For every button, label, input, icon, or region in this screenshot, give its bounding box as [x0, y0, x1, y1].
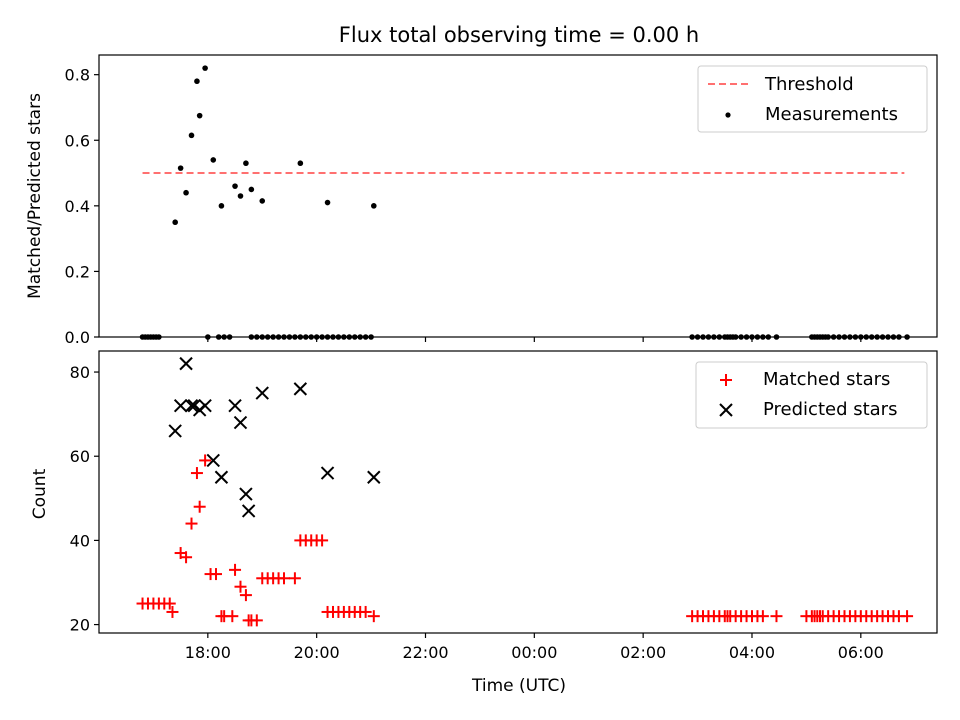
count-legend-box	[695, 361, 928, 429]
measurements-point	[370, 203, 377, 209]
threshold-legend-label: Threshold	[764, 74, 854, 95]
matched-stars-point	[180, 551, 193, 564]
count-x-tick-label: 18:00	[185, 643, 231, 662]
predicted-stars-point	[198, 399, 212, 413]
matched-stars-point	[209, 568, 222, 581]
count-x-tick-label: 06:00	[838, 643, 884, 662]
count-panel: 20 40 60 80 18:00 20:00 22:00 00:00 02:00 04:00 06…	[30, 350, 938, 696]
matched-stars-point	[199, 454, 212, 467]
count-y-axis-label: Count	[30, 468, 50, 519]
matched-stars-point	[193, 500, 206, 513]
measurements-point	[259, 198, 266, 204]
matched-stars-point	[166, 605, 179, 618]
ratio-y-tick-label: 0.8	[65, 66, 90, 85]
measurements-point	[218, 203, 225, 209]
count-x-tick-label: 22:00	[402, 643, 448, 662]
measurements-point	[183, 189, 189, 196]
count-marks	[136, 356, 914, 627]
predicted-stars-point	[228, 399, 242, 413]
measurements-point	[210, 157, 217, 163]
measurements-point	[237, 193, 244, 199]
predicted-stars-point	[214, 470, 229, 484]
predicted-stars-point	[241, 504, 256, 518]
count-legend: Matched stars Predicted stars	[695, 361, 928, 429]
count-y-tick-label: 60	[70, 447, 90, 466]
predicted-legend-swatch	[719, 403, 733, 417]
measurements-point	[177, 165, 184, 171]
ratio-y-tick-label: 0.2	[65, 262, 90, 281]
predicted-stars-point	[239, 487, 253, 501]
ratio-y-tick-label: 0.6	[65, 131, 90, 150]
ratio-panel: 0.00.20.40.60.8 Matched/Predicted stars …	[25, 54, 938, 347]
matched-stars-point	[239, 589, 252, 602]
predicted-stars-point	[173, 399, 188, 413]
predicted-stars-point	[184, 399, 199, 413]
matched-stars-point	[288, 572, 301, 585]
predicted-stars-point	[168, 424, 182, 438]
predicted-stars-point	[293, 382, 308, 396]
count-x-tick-label: 00:00	[511, 643, 557, 662]
measurements-point	[196, 112, 203, 119]
ratio-legend: Threshold Measurements	[697, 65, 928, 133]
count-x-tick-label: 20:00	[294, 643, 340, 662]
measurements-legend-label: Measurements	[765, 104, 898, 125]
matched-stars-point	[367, 610, 380, 623]
ratio-y-tick-label: 0.0	[65, 328, 90, 347]
predicted-stars-point	[233, 415, 248, 430]
measurements-point	[172, 219, 178, 226]
predicted-stars-point	[255, 386, 269, 400]
count-y-tick-label: 40	[70, 531, 90, 550]
measurements-point	[248, 186, 255, 193]
matched-stars-point	[278, 572, 291, 585]
measurements-legend-swatch	[725, 112, 731, 118]
matched-stars-point	[316, 534, 329, 547]
matched-stars-point	[770, 610, 783, 623]
matched-stars-point	[359, 605, 372, 618]
matched-legend-label: Matched stars	[763, 369, 890, 390]
matched-stars-point	[185, 517, 198, 530]
measurements-point	[202, 65, 208, 71]
count-plot-area: 20 40 60 80 18:00 20:00 22:00 00:00 02:00 04:00 06…	[70, 356, 914, 662]
count-x-tick-label: 02:00	[620, 643, 666, 662]
predicted-stars-point	[367, 470, 381, 484]
predicted-stars-point	[320, 466, 335, 480]
ratio-legend-box	[697, 65, 928, 133]
predicted-stars-point	[206, 453, 220, 468]
measurements-point	[243, 160, 249, 167]
matched-stars-point	[226, 610, 239, 623]
matched-stars-point	[756, 610, 769, 623]
measurements-point	[194, 78, 200, 85]
ratio-plot-frame	[98, 54, 938, 338]
matched-stars-point	[163, 597, 176, 610]
count-plot-frame	[98, 350, 938, 634]
matched-legend-swatch	[720, 374, 732, 386]
ratio-y-tick-label: 0.4	[65, 197, 90, 216]
x-axis-label: Time (UTC)	[471, 676, 566, 696]
predicted-stars-point	[179, 356, 193, 371]
count-x-tick-label: 04:00	[729, 643, 775, 662]
matched-stars-point	[901, 610, 914, 623]
matched-stars-point	[229, 563, 242, 576]
figure-title: Flux total observing time = 0.00 h	[339, 23, 699, 47]
count-y-tick-label: 80	[70, 363, 90, 382]
ratio-y-axis-label: Matched/Predicted stars	[25, 93, 45, 299]
count-y-tick-label: 20	[70, 616, 90, 635]
predicted-legend-label: Predicted stars	[763, 399, 897, 420]
measurements-point	[297, 160, 304, 167]
measurements-point	[232, 183, 238, 189]
matched-stars-point	[190, 467, 203, 480]
measurements-point	[188, 132, 195, 139]
measurements-point	[324, 199, 331, 206]
matched-stars-point	[234, 580, 247, 593]
matched-stars-point	[250, 614, 263, 627]
